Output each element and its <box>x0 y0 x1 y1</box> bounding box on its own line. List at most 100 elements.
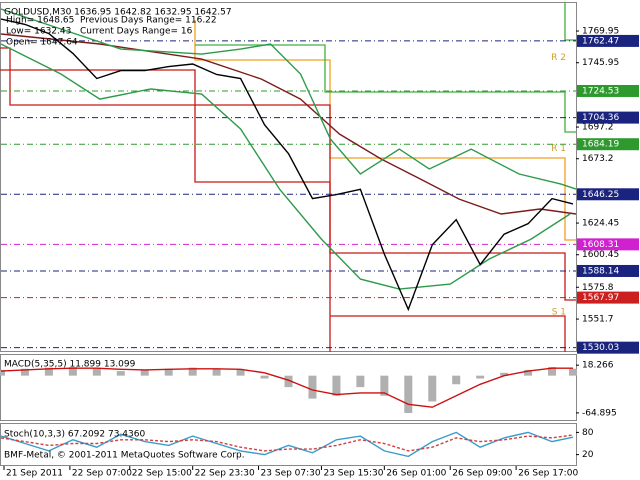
histogram-bar <box>164 368 173 376</box>
histogram-bar <box>476 375 485 379</box>
level-tag-bg <box>577 34 639 47</box>
x-tick-label: 23 Sep 15:30 <box>323 469 383 479</box>
y-tick-label: 20 <box>582 450 594 460</box>
info-text: Previous Days Range= 116.22 <box>80 16 217 26</box>
level-label: 1762.47 <box>582 36 619 46</box>
info-text: Current Days Range= 16 <box>80 27 193 37</box>
pivot-steps <box>0 2 576 352</box>
panel-title: MACD(5,35,5) 11.899 13.099 <box>4 360 136 370</box>
y-tick-label: -64.895 <box>582 408 617 418</box>
histogram-bar <box>284 375 293 388</box>
pivot-step <box>564 2 576 41</box>
histogram-bar <box>452 375 461 385</box>
histogram-bar <box>404 375 413 413</box>
level-tag: 1530.03 <box>577 341 639 354</box>
level-tag: 1608.31 <box>577 238 639 251</box>
pivot-step <box>0 69 331 352</box>
annotation: S 1 <box>552 308 566 318</box>
level-tag: 1684.19 <box>577 138 639 151</box>
series-line <box>0 367 573 408</box>
histogram-bar <box>356 375 365 388</box>
y-tick-label: 1745.95 <box>582 58 619 68</box>
x-tick-label: 26 Sep 01:00 <box>386 469 446 479</box>
level-label: 1588.14 <box>582 266 619 276</box>
level-tag-bg <box>577 264 639 277</box>
histogram-bar <box>524 369 533 376</box>
histogram-bar <box>20 368 29 376</box>
level-tag-bg <box>577 341 639 354</box>
x-tick-label: 26 Sep 09:00 <box>452 469 512 479</box>
panel-title: GOLDUSD,M30 1636.95 1642.82 1632.95 1642… <box>4 8 232 18</box>
level-label: 1567.97 <box>582 293 619 303</box>
histogram-bar <box>428 375 437 402</box>
y-tick-label: 1551.7 <box>582 315 614 325</box>
series-line <box>0 431 574 458</box>
level-tag: 1588.14 <box>577 264 639 277</box>
x-tick-label: 21 Sep 2011 <box>6 469 63 479</box>
indicator-line <box>0 43 571 290</box>
level-tag-bg <box>577 291 639 304</box>
pivot-step <box>330 315 566 352</box>
info-text: Open= 1647.64 <box>6 38 78 48</box>
macd-frame <box>0 354 577 421</box>
indicator-line <box>0 33 577 215</box>
annotation: R 1 <box>551 144 566 154</box>
histogram-bar <box>260 375 269 379</box>
histogram-bar <box>569 368 578 376</box>
level-tag-bg <box>577 188 639 201</box>
histogram-bar <box>212 368 221 376</box>
y-tick-label: 80 <box>582 428 594 438</box>
footer: BMF-Metal, © 2001-2011 MetaQuotes Softwa… <box>4 451 245 461</box>
histogram-bar <box>236 369 245 376</box>
x-tick-label: 26 Sep 17:00 <box>518 469 578 479</box>
histogram-bar <box>548 367 557 376</box>
histogram-bar <box>308 375 317 399</box>
y-tick-label: 18.266 <box>582 361 614 371</box>
level-label: 1724.53 <box>582 86 619 96</box>
x-tick-label: 23 Sep 07:30 <box>261 469 321 479</box>
y-tick-label: 1769.95 <box>582 27 619 37</box>
level-tag: 1724.53 <box>577 84 639 97</box>
stoch-frame <box>0 423 577 466</box>
histogram-bar <box>332 375 341 396</box>
level-tag: 1646.25 <box>577 188 639 201</box>
level-tag-bg <box>577 238 639 251</box>
y-tick-label: 1600.45 <box>582 250 619 260</box>
x-tick-label: 22 Sep 23:30 <box>195 469 255 479</box>
histogram-bar <box>44 367 53 376</box>
series-line <box>0 434 574 452</box>
level-tag-bg <box>577 138 639 151</box>
y-tick-label: 1673.2 <box>582 154 614 164</box>
level-tag: 1762.47 <box>577 34 639 47</box>
histogram-bar <box>0 369 5 376</box>
y-tick-label: 1575.8 <box>582 283 614 293</box>
pivot-step <box>0 47 576 301</box>
series-line <box>0 18 574 312</box>
level-label: 1684.19 <box>582 140 619 150</box>
chart-layer: 1769.95 1745.95 1697.2 1673.2 1624.45 1600.45… <box>0 8 639 479</box>
histogram-bar <box>116 371 125 376</box>
info-text: Low= 1632.43 <box>6 27 71 37</box>
annotation: R 2 <box>551 53 566 63</box>
level-label: 1530.03 <box>582 343 619 353</box>
x-tick-label: 22 Sep 07:00 <box>72 469 132 479</box>
histogram-bar <box>68 367 77 376</box>
level-tag: 1704.36 <box>577 111 639 124</box>
panel-frames <box>0 2 577 466</box>
main-frame <box>0 2 577 352</box>
level-label: 1608.31 <box>582 240 619 250</box>
histogram-bar <box>92 368 101 376</box>
info-text: High= 1648.65 <box>6 16 74 26</box>
histogram-bar <box>380 375 389 396</box>
y-tick-label: 1697.2 <box>582 123 614 133</box>
level-tag-bg <box>577 84 639 97</box>
x-tick-label: 22 Sep 15:00 <box>132 469 192 479</box>
panel-title: Stoch(10,3,3) 67.2092 73.4360 <box>4 430 145 440</box>
histogram-bar <box>188 367 197 376</box>
histogram-bar <box>140 369 149 376</box>
y-tick-label: 1624.45 <box>582 219 619 229</box>
level-label: 1704.36 <box>582 113 619 123</box>
indicator-line <box>0 8 577 190</box>
